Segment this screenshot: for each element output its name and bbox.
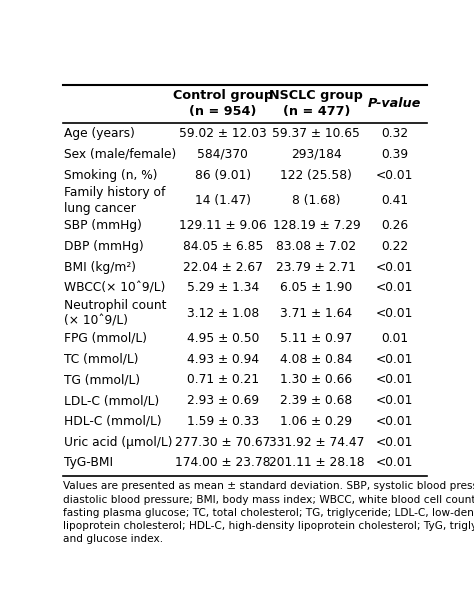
Text: 2.93 ± 0.69: 2.93 ± 0.69 xyxy=(187,394,259,407)
Text: 59.02 ± 12.03: 59.02 ± 12.03 xyxy=(179,127,266,140)
Text: <0.01: <0.01 xyxy=(376,373,413,386)
Text: 5.29 ± 1.34: 5.29 ± 1.34 xyxy=(187,281,259,294)
Text: 2.39 ± 0.68: 2.39 ± 0.68 xyxy=(280,394,353,407)
Text: TC (mmol/L): TC (mmol/L) xyxy=(64,352,139,365)
Text: <0.01: <0.01 xyxy=(376,306,413,319)
Text: <0.01: <0.01 xyxy=(376,457,413,470)
Text: lung cancer: lung cancer xyxy=(64,202,136,215)
Text: 0.32: 0.32 xyxy=(381,127,408,140)
Text: 201.11 ± 28.18: 201.11 ± 28.18 xyxy=(269,457,364,470)
Text: 22.04 ± 2.67: 22.04 ± 2.67 xyxy=(183,261,263,273)
Text: 277.30 ± 70.67: 277.30 ± 70.67 xyxy=(175,436,270,449)
Text: Family history of: Family history of xyxy=(64,186,166,199)
Text: 8 (1.68): 8 (1.68) xyxy=(292,194,341,207)
Text: 23.79 ± 2.71: 23.79 ± 2.71 xyxy=(276,261,356,273)
Text: 584/370: 584/370 xyxy=(197,148,248,161)
Text: 84.05 ± 6.85: 84.05 ± 6.85 xyxy=(182,240,263,253)
Text: 5.11 ± 0.97: 5.11 ± 0.97 xyxy=(280,332,353,345)
Text: P-value: P-value xyxy=(368,97,421,110)
Text: 0.01: 0.01 xyxy=(381,332,408,345)
Text: 14 (1.47): 14 (1.47) xyxy=(195,194,251,207)
Text: Uric acid (μmol/L): Uric acid (μmol/L) xyxy=(64,436,173,449)
Text: (× 10ˆ9/L): (× 10ˆ9/L) xyxy=(64,314,128,327)
Text: TG (mmol/L): TG (mmol/L) xyxy=(64,373,140,386)
Text: <0.01: <0.01 xyxy=(376,281,413,294)
Text: LDL-C (mmol/L): LDL-C (mmol/L) xyxy=(64,394,160,407)
Text: 1.06 ± 0.29: 1.06 ± 0.29 xyxy=(280,415,353,428)
Text: 0.39: 0.39 xyxy=(381,148,408,161)
Text: Control group
(n = 954): Control group (n = 954) xyxy=(173,88,273,118)
Text: 3.71 ± 1.64: 3.71 ± 1.64 xyxy=(280,306,353,319)
Text: SBP (mmHg): SBP (mmHg) xyxy=(64,219,142,232)
Text: BMI (kg/m²): BMI (kg/m²) xyxy=(64,261,137,273)
Text: 4.95 ± 0.50: 4.95 ± 0.50 xyxy=(187,332,259,345)
Text: <0.01: <0.01 xyxy=(376,169,413,181)
Text: 4.08 ± 0.84: 4.08 ± 0.84 xyxy=(280,352,353,365)
Text: Age (years): Age (years) xyxy=(64,127,135,140)
Text: 0.22: 0.22 xyxy=(381,240,408,253)
Text: 6.05 ± 1.90: 6.05 ± 1.90 xyxy=(280,281,353,294)
Text: NSCLC group
(n = 477): NSCLC group (n = 477) xyxy=(269,88,364,118)
Text: TyG-BMI: TyG-BMI xyxy=(64,457,113,470)
Text: 1.30 ± 0.66: 1.30 ± 0.66 xyxy=(280,373,353,386)
Text: <0.01: <0.01 xyxy=(376,352,413,365)
Text: 0.26: 0.26 xyxy=(381,219,408,232)
Text: <0.01: <0.01 xyxy=(376,436,413,449)
Text: 4.93 ± 0.94: 4.93 ± 0.94 xyxy=(187,352,259,365)
Text: DBP (mmHg): DBP (mmHg) xyxy=(64,240,144,253)
Text: <0.01: <0.01 xyxy=(376,394,413,407)
Text: Neutrophil count: Neutrophil count xyxy=(64,299,167,311)
Text: 3.12 ± 1.08: 3.12 ± 1.08 xyxy=(187,306,259,319)
Text: Sex (male/female): Sex (male/female) xyxy=(64,148,177,161)
Text: WBCC(× 10ˆ9/L): WBCC(× 10ˆ9/L) xyxy=(64,281,166,294)
Text: 0.71 ± 0.21: 0.71 ± 0.21 xyxy=(187,373,259,386)
Text: 129.11 ± 9.06: 129.11 ± 9.06 xyxy=(179,219,266,232)
Text: 0.41: 0.41 xyxy=(381,194,408,207)
Text: 59.37 ± 10.65: 59.37 ± 10.65 xyxy=(273,127,360,140)
Text: 174.00 ± 23.78: 174.00 ± 23.78 xyxy=(175,457,271,470)
Text: Values are presented as mean ± standard deviation. SBP, systolic blood pressure;: Values are presented as mean ± standard … xyxy=(63,481,474,544)
Text: <0.01: <0.01 xyxy=(376,261,413,273)
Text: 122 (25.58): 122 (25.58) xyxy=(281,169,352,181)
Text: 331.92 ± 74.47: 331.92 ± 74.47 xyxy=(269,436,364,449)
Text: FPG (mmol/L): FPG (mmol/L) xyxy=(64,332,147,345)
Text: 128.19 ± 7.29: 128.19 ± 7.29 xyxy=(273,219,360,232)
Text: Smoking (n, %): Smoking (n, %) xyxy=(64,169,158,181)
Text: <0.01: <0.01 xyxy=(376,415,413,428)
Text: 83.08 ± 7.02: 83.08 ± 7.02 xyxy=(276,240,356,253)
Text: HDL-C (mmol/L): HDL-C (mmol/L) xyxy=(64,415,162,428)
Text: 86 (9.01): 86 (9.01) xyxy=(195,169,251,181)
Text: 1.59 ± 0.33: 1.59 ± 0.33 xyxy=(187,415,259,428)
Text: 293/184: 293/184 xyxy=(291,148,342,161)
